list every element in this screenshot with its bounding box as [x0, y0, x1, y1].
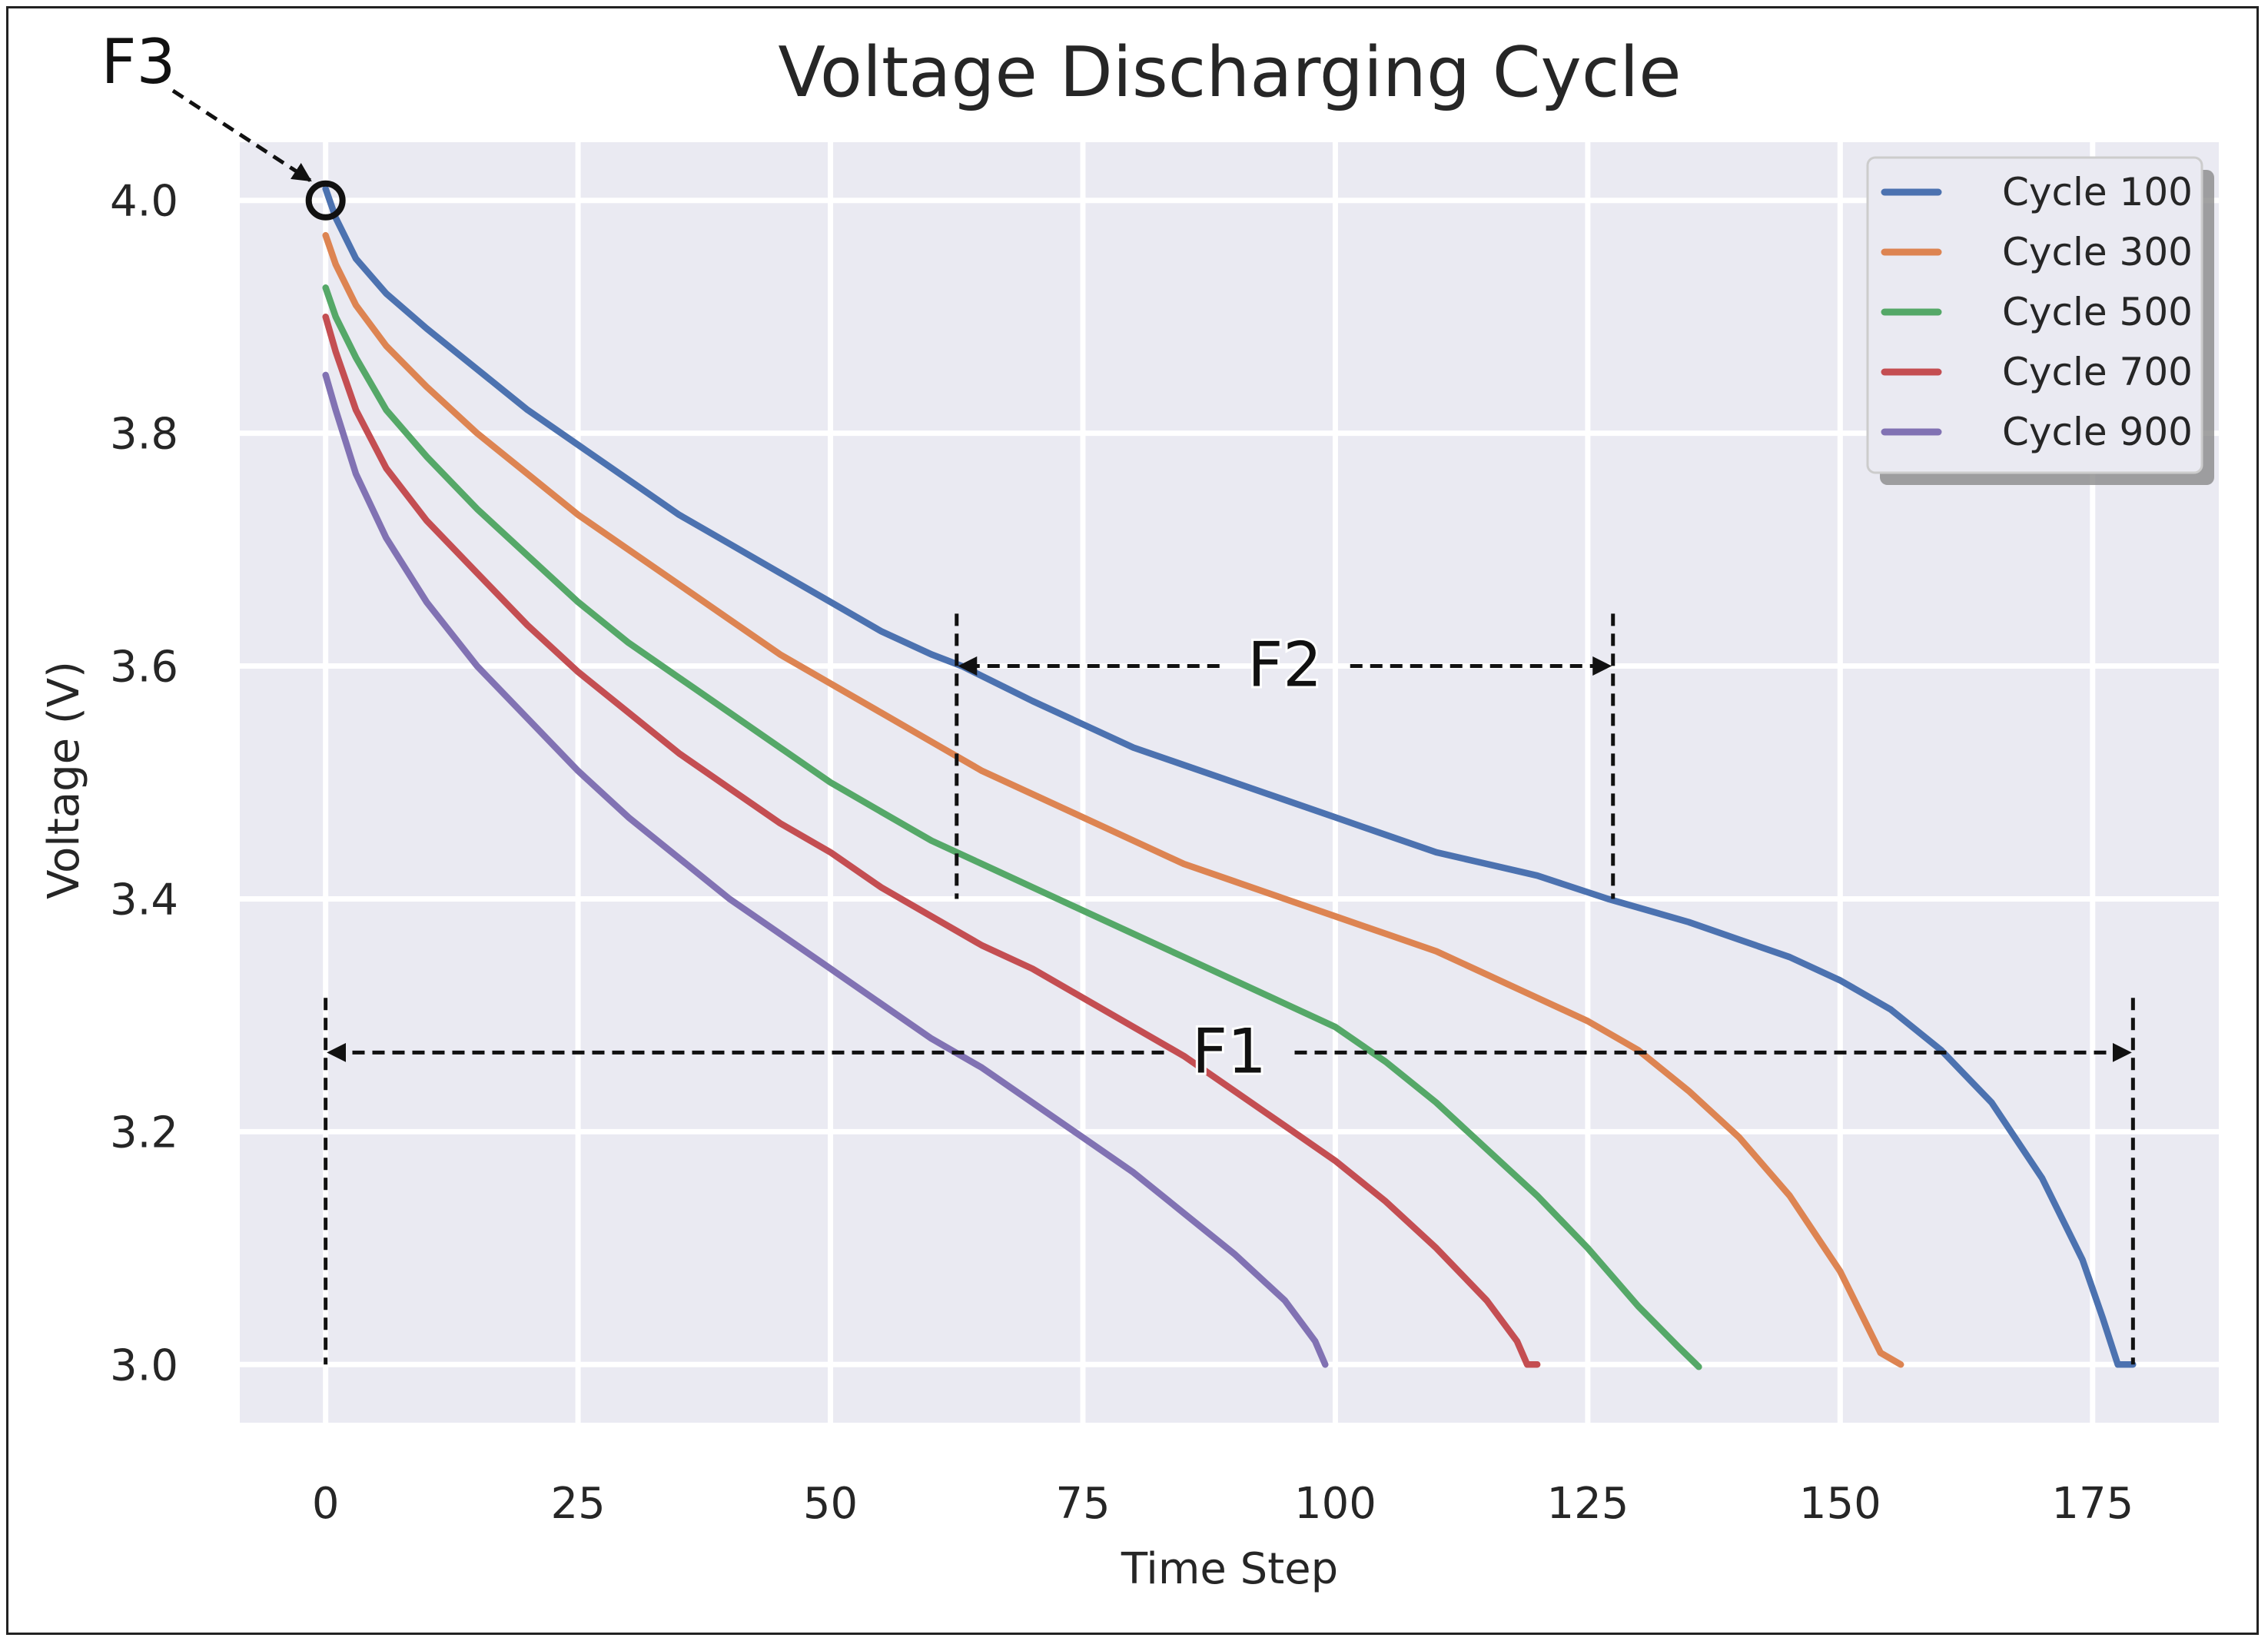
y-tick-label: 3.2: [110, 1108, 178, 1158]
annotation-arrow: [171, 88, 312, 182]
y-tick-label: 3.8: [110, 410, 178, 460]
annotations: F1 F2 F3: [99, 24, 2135, 1365]
y-tick-label: 3.0: [110, 1340, 178, 1390]
x-tick-label: 125: [1546, 1479, 1629, 1529]
annotation-label: F1: [1192, 1015, 1267, 1087]
legend-label: Cycle 100: [2002, 170, 2193, 214]
x-tick-label: 150: [1799, 1479, 1881, 1529]
x-axis-ticks: 0 25 50 75 100 125 150 175: [312, 1479, 2134, 1529]
annotation-f1: F1: [324, 998, 2135, 1365]
annotation-label: F3: [101, 26, 176, 98]
annotation-f3: F3: [99, 24, 346, 221]
legend: Cycle 100 Cycle 300 Cycle 500 Cycle 700 Cycl…: [1866, 156, 2214, 485]
x-tick-label: 175: [2051, 1479, 2134, 1529]
legend-label: Cycle 300: [2002, 230, 2193, 274]
figure-frame: [6, 6, 2259, 1635]
annotation-f2: F2: [955, 613, 1615, 899]
series-line-cycle-900: [322, 371, 1329, 1368]
x-axis-label: Time Step: [1121, 1544, 1338, 1594]
x-tick-label: 25: [550, 1479, 605, 1529]
legend-label: Cycle 900: [2002, 410, 2193, 454]
series-lines: [322, 185, 2137, 1370]
series-line-cycle-500: [322, 284, 1702, 1370]
legend-label: Cycle 700: [2002, 350, 2193, 394]
x-tick-label: 100: [1294, 1479, 1376, 1529]
series-line-cycle-300: [322, 231, 1904, 1368]
legend-label: Cycle 500: [2002, 290, 2193, 334]
series-line-cycle-100: [322, 185, 2137, 1368]
chart-title: Voltage Discharging Cycle: [778, 32, 1681, 113]
x-tick-label: 75: [1055, 1479, 1110, 1529]
series-line-cycle-700: [322, 313, 1541, 1368]
y-tick-label: 3.4: [110, 875, 178, 925]
annotation-label: F2: [1247, 629, 1322, 701]
annotation-point-marker: [305, 180, 346, 221]
x-tick-label: 0: [312, 1479, 340, 1529]
legend-box: [1866, 156, 2203, 474]
y-axis-label: Voltage (V): [39, 661, 89, 899]
x-tick-label: 50: [803, 1479, 858, 1529]
y-tick-label: 4.0: [110, 177, 178, 227]
y-tick-label: 3.6: [110, 643, 178, 693]
y-axis-ticks: 3.0 3.2 3.4 3.6 3.8 4.0: [110, 177, 178, 1391]
